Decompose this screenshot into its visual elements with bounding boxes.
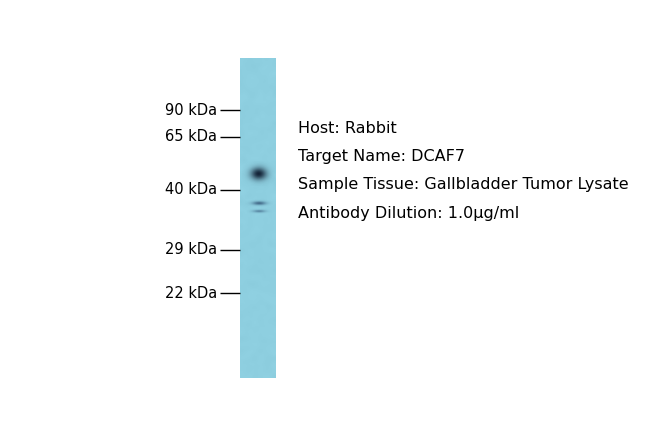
Text: 90 kDa: 90 kDa [165,102,217,118]
Bar [240,58,275,378]
Text: Sample Tissue: Gallbladder Tumor Lysate: Sample Tissue: Gallbladder Tumor Lysate [298,178,629,192]
Text: 65 kDa: 65 kDa [165,129,217,144]
Text: 29 kDa: 29 kDa [165,242,217,257]
Text: Host: Rabbit: Host: Rabbit [298,121,396,136]
Text: Antibody Dilution: 1.0µg/ml: Antibody Dilution: 1.0µg/ml [298,206,519,221]
Text: 40 kDa: 40 kDa [165,182,217,197]
Text: Target Name: DCAF7: Target Name: DCAF7 [298,149,465,164]
Text: 22 kDa: 22 kDa [165,286,217,301]
